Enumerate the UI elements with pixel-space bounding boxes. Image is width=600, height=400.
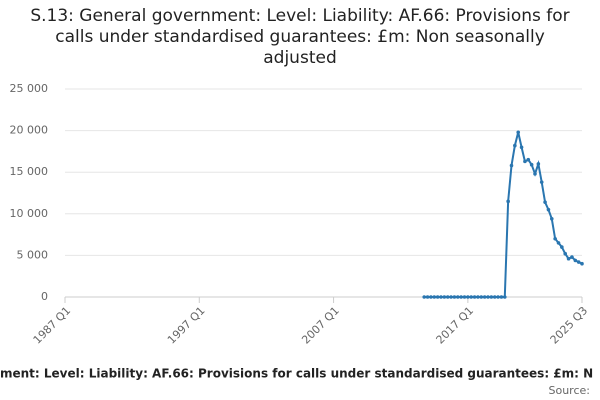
data-point bbox=[509, 163, 514, 168]
data-point bbox=[513, 143, 517, 148]
y-tick-label: 15 000 bbox=[10, 165, 49, 178]
data-point bbox=[546, 207, 551, 212]
y-tick-label: 5 000 bbox=[17, 248, 49, 261]
data-point bbox=[469, 295, 474, 299]
data-point bbox=[445, 295, 450, 299]
data-point bbox=[529, 162, 534, 167]
data-point bbox=[482, 295, 487, 299]
y-tick-label: 20 000 bbox=[10, 124, 49, 137]
x-tick-label: 2017 Q1 bbox=[434, 304, 477, 347]
data-point bbox=[499, 295, 504, 299]
data-point bbox=[462, 295, 467, 299]
data-point bbox=[563, 251, 568, 256]
data-point bbox=[459, 295, 463, 299]
data-point bbox=[452, 295, 457, 299]
data-point bbox=[432, 295, 437, 299]
data-point bbox=[543, 200, 547, 204]
data-point bbox=[506, 199, 510, 204]
data-point bbox=[539, 180, 544, 184]
data-point bbox=[580, 261, 584, 266]
y-tick-label: 25 000 bbox=[10, 82, 49, 95]
data-point bbox=[566, 256, 571, 261]
data-point bbox=[516, 130, 521, 135]
data-point bbox=[560, 245, 564, 249]
series-line bbox=[424, 132, 583, 298]
data-point bbox=[492, 295, 497, 299]
data-point bbox=[523, 159, 527, 164]
chart-title: S.13: General government: Level: Liabili… bbox=[30, 6, 570, 68]
data-point bbox=[526, 157, 531, 162]
data-point bbox=[553, 236, 557, 241]
data-point bbox=[486, 295, 490, 299]
x-tick-label: 1997 Q1 bbox=[165, 304, 208, 347]
data-point bbox=[576, 260, 581, 264]
data-point bbox=[442, 295, 447, 299]
data-point bbox=[570, 255, 574, 259]
data-point bbox=[422, 295, 427, 299]
y-tick-label: 0 bbox=[41, 290, 48, 303]
data-point bbox=[496, 295, 500, 299]
data-point bbox=[502, 295, 507, 299]
data-point bbox=[449, 295, 453, 299]
x-tick-label: 2007 Q1 bbox=[299, 304, 342, 347]
y-tick-label: 10 000 bbox=[10, 207, 49, 220]
x-tick-label: 1987 Q1 bbox=[31, 304, 74, 347]
data-point bbox=[556, 241, 561, 245]
data-point bbox=[533, 172, 537, 176]
data-point bbox=[466, 295, 470, 299]
data-point bbox=[536, 162, 541, 166]
data-point bbox=[435, 295, 440, 299]
data-point bbox=[472, 295, 477, 299]
data-point bbox=[425, 295, 430, 299]
x-axis-label: ment: Level: Liability: AF.66: Provision… bbox=[0, 367, 593, 381]
data-point bbox=[476, 295, 480, 299]
data-point bbox=[479, 295, 484, 299]
data-point bbox=[573, 258, 578, 263]
data-point bbox=[549, 216, 554, 221]
data-point bbox=[489, 295, 494, 299]
data-point bbox=[455, 295, 460, 299]
data-point bbox=[519, 145, 524, 150]
data-point bbox=[439, 295, 443, 299]
x-tick-label: 2025 Q3 bbox=[548, 304, 591, 347]
source: Source: bbox=[549, 384, 591, 397]
data-point bbox=[429, 295, 433, 299]
